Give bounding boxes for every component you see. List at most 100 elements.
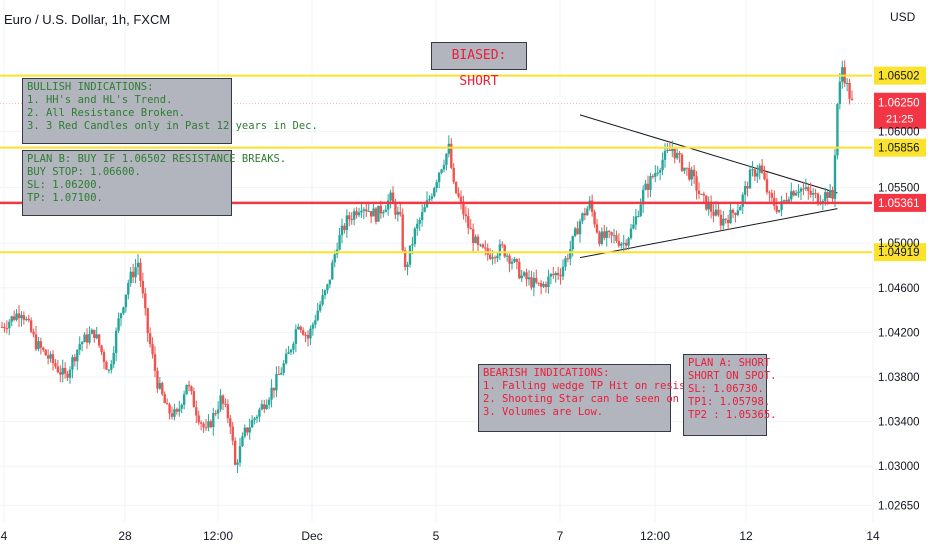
y-tick-label: 1.06000 [878,127,920,139]
candle-body [195,407,198,416]
time-axis[interactable]: 4 28 12:00 Dec 5 7 12:00 12 14 [1,529,880,543]
candle-body [467,216,470,228]
countdown-label: 21:25 [886,114,914,126]
candle-body [603,231,606,238]
candle-body [624,242,628,246]
candle-body [66,373,69,378]
candle-body [549,274,553,277]
candle-body [314,320,317,325]
candle-body [231,426,234,441]
plan-b-line: SL: 1.06200. [27,179,103,191]
candle-body [107,369,111,371]
candle-body [770,193,774,198]
price-level-label: 1.05856 [878,143,920,155]
candle-body [367,211,370,213]
candle-body [569,249,572,259]
candle-body [471,229,475,243]
candle-body [93,329,96,338]
candle-body [447,143,451,154]
candle-body [27,318,30,321]
candle-body [797,191,800,193]
candle-body [430,196,434,199]
candle-body [743,186,747,195]
price-level-tag [874,243,926,262]
candle-body [620,243,623,246]
candle-body [63,367,67,374]
candle-body [229,418,232,427]
candle-body [564,258,567,267]
candle-body [224,403,227,405]
candle-body [88,333,91,343]
candle-body [272,387,276,391]
candle-body [530,277,533,288]
candle-body [474,236,477,243]
candle-body [615,235,618,241]
candle-body [297,326,300,330]
candle-body [457,193,460,197]
candle-body [369,211,373,217]
y-tick-label: 1.03800 [878,372,920,384]
candle-body [739,206,742,211]
candle-body [51,354,55,364]
candle-body [423,207,426,212]
candle-body [10,316,13,322]
candle-body [760,165,764,173]
candle-body [768,192,771,194]
candle-body [775,205,778,212]
candle-body [464,214,468,217]
candle-body [78,344,81,350]
candle-body [651,176,655,178]
candle-body [741,194,744,207]
y-tick-label: 1.04600 [878,283,920,295]
candle-body [756,172,759,177]
candle-body [527,277,531,280]
bearish-line: 3. Volumes are Low. [483,406,604,418]
candle-body [321,295,324,305]
candle-body [151,344,154,355]
wedge-line [579,114,838,194]
candle-body [481,244,485,248]
candle-body [452,167,455,182]
candle-body [612,235,616,237]
candle-body [763,172,766,180]
candle-body [712,211,715,216]
candle-body [722,218,725,226]
candle-body [182,394,186,405]
candle-body [469,227,472,230]
candle-body [255,416,259,419]
plan-a-line: TP1: 1.05798. [688,396,771,408]
candle-body [607,231,611,233]
candle-body [807,187,810,191]
price-level-label: 1.04919 [878,247,920,259]
price-axis[interactable]: 1.02650 1.03000 1.03400 1.03800 1.04200 1.046… [878,127,920,513]
bullish-line: BULLISH INDICATIONS: [27,81,154,93]
candle-body [374,208,378,222]
candle-body [437,172,441,183]
candle-body [692,169,696,177]
candle-body [338,234,341,250]
candle-body [780,201,783,210]
candle-body [267,399,271,405]
candle-body [731,209,735,213]
candle-body [641,189,645,205]
candle-body [508,255,511,264]
candle-body [102,352,106,363]
candle-body [284,353,288,364]
candle-body [110,364,113,370]
candle-body [537,282,540,284]
candle-body [29,320,33,332]
candle-body [241,436,244,447]
candle-body [719,214,723,226]
candle-body [542,284,545,287]
candle-body [187,384,191,387]
candle-body [112,352,115,365]
candle-body [680,154,684,171]
candle-body [318,304,322,311]
candle-body [333,254,336,263]
candle-body [90,329,94,334]
candle-body [76,349,79,362]
candle-body [539,282,543,287]
candle-body [709,203,713,212]
candle-body [751,169,754,171]
x-tick-label: 28 [118,529,132,543]
